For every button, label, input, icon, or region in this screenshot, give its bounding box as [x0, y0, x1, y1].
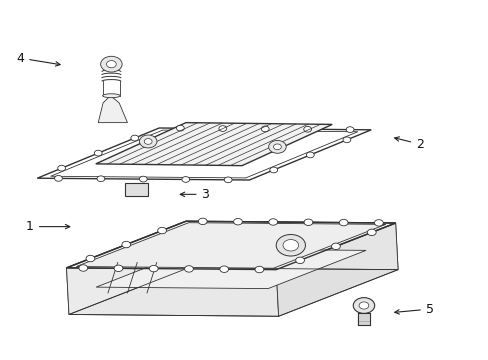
Circle shape — [224, 177, 232, 183]
Text: 2: 2 — [394, 137, 423, 150]
Circle shape — [346, 127, 353, 132]
Circle shape — [268, 140, 285, 153]
Ellipse shape — [102, 94, 120, 98]
Circle shape — [255, 266, 263, 273]
Circle shape — [295, 257, 304, 264]
Circle shape — [220, 266, 228, 273]
Circle shape — [79, 265, 87, 271]
Bar — [125, 183, 148, 196]
Polygon shape — [96, 123, 331, 166]
Circle shape — [114, 265, 122, 271]
Circle shape — [122, 241, 130, 248]
Circle shape — [55, 176, 62, 181]
Circle shape — [366, 229, 375, 235]
Circle shape — [342, 137, 350, 143]
Circle shape — [273, 144, 281, 150]
Circle shape — [182, 177, 189, 182]
Circle shape — [131, 135, 139, 141]
Circle shape — [94, 150, 102, 156]
Polygon shape — [37, 128, 370, 180]
Polygon shape — [98, 96, 127, 123]
Circle shape — [97, 176, 104, 181]
Circle shape — [58, 165, 65, 171]
Polygon shape — [66, 221, 188, 315]
Circle shape — [261, 126, 268, 132]
Circle shape — [352, 298, 374, 314]
Circle shape — [339, 219, 347, 226]
Polygon shape — [66, 268, 278, 316]
Circle shape — [269, 167, 277, 173]
Circle shape — [139, 176, 147, 182]
Circle shape — [303, 126, 311, 132]
Circle shape — [158, 227, 166, 234]
Circle shape — [331, 243, 340, 249]
Circle shape — [144, 139, 152, 144]
Circle shape — [304, 219, 312, 225]
Circle shape — [374, 220, 383, 226]
Text: 5: 5 — [394, 303, 433, 316]
Circle shape — [283, 239, 298, 251]
Circle shape — [149, 265, 158, 272]
Text: 1: 1 — [26, 220, 70, 233]
Circle shape — [268, 219, 277, 225]
Circle shape — [176, 125, 184, 131]
Circle shape — [86, 255, 95, 262]
Circle shape — [198, 218, 207, 225]
Circle shape — [219, 126, 226, 131]
Text: 4: 4 — [16, 51, 60, 66]
Polygon shape — [276, 223, 397, 316]
Circle shape — [358, 302, 368, 309]
Circle shape — [139, 135, 157, 148]
Circle shape — [233, 219, 242, 225]
Circle shape — [101, 56, 122, 72]
Polygon shape — [185, 221, 397, 270]
Polygon shape — [66, 221, 395, 270]
Polygon shape — [76, 223, 385, 268]
Circle shape — [276, 234, 305, 256]
Circle shape — [106, 60, 116, 68]
Text: 3: 3 — [180, 188, 209, 201]
Circle shape — [184, 266, 193, 272]
Circle shape — [306, 152, 314, 158]
Polygon shape — [96, 249, 366, 289]
